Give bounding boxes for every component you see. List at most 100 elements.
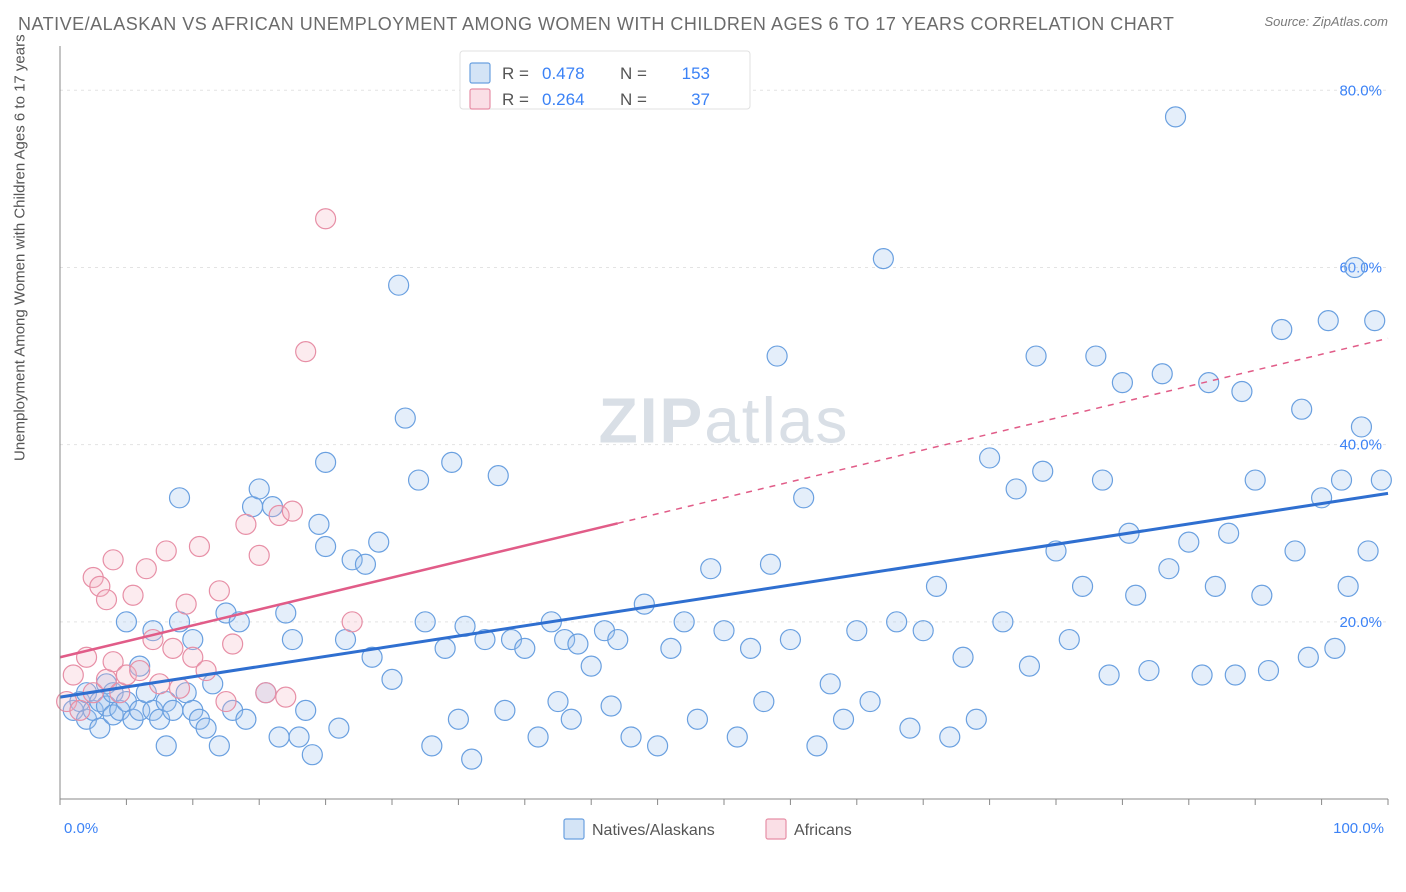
scatter-point (170, 488, 190, 508)
scatter-point (1285, 541, 1305, 561)
scatter-point (196, 661, 216, 681)
scatter-point (913, 621, 933, 641)
scatter-point (1139, 661, 1159, 681)
scatter-point (448, 709, 468, 729)
y-tick-label: 40.0% (1339, 437, 1382, 454)
scatter-point (727, 727, 747, 747)
scatter-point (1318, 311, 1338, 331)
scatter-point (1345, 257, 1365, 277)
scatter-point (249, 545, 269, 565)
scatter-point (1219, 523, 1239, 543)
scatter-point (980, 448, 1000, 468)
x-legend-swatch (564, 819, 584, 839)
scatter-point (966, 709, 986, 729)
scatter-point (993, 612, 1013, 632)
x-legend-label: Natives/Alaskans (592, 822, 715, 839)
scatter-point (256, 683, 276, 703)
legend-r-label: R = (502, 64, 529, 83)
y-tick-label: 20.0% (1339, 614, 1382, 631)
trend-line (60, 493, 1388, 697)
scatter-point (820, 674, 840, 694)
scatter-point (608, 630, 628, 650)
scatter-point (1073, 576, 1093, 596)
scatter-point (601, 696, 621, 716)
scatter-point (422, 736, 442, 756)
scatter-point (415, 612, 435, 632)
watermark: ZIPatlas (599, 385, 850, 457)
legend-swatch (470, 63, 490, 83)
scatter-point (548, 692, 568, 712)
scatter-point (674, 612, 694, 632)
scatter-point (1112, 373, 1132, 393)
scatter-point (1351, 417, 1371, 437)
scatter-point (342, 612, 362, 632)
scatter-point (1292, 399, 1312, 419)
scatter-point (1325, 638, 1345, 658)
scatter-point (316, 537, 336, 557)
scatter-point (860, 692, 880, 712)
scatter-chart: 20.0%40.0%60.0%80.0%ZIPatlas0.0%100.0%R … (0, 41, 1406, 881)
x-tick-label: 100.0% (1333, 820, 1384, 837)
scatter-point (369, 532, 389, 552)
y-axis-label: Unemployment Among Women with Children A… (12, 34, 29, 461)
scatter-point (1205, 576, 1225, 596)
scatter-point (741, 638, 761, 658)
scatter-point (1298, 647, 1318, 667)
scatter-point (442, 452, 462, 472)
scatter-point (488, 466, 508, 486)
scatter-point (767, 346, 787, 366)
scatter-point (216, 692, 236, 712)
scatter-point (63, 665, 83, 685)
scatter-point (661, 638, 681, 658)
scatter-point (236, 514, 256, 534)
scatter-point (1026, 346, 1046, 366)
scatter-point (1332, 470, 1352, 490)
scatter-point (123, 585, 143, 605)
scatter-point (329, 718, 349, 738)
scatter-point (355, 554, 375, 574)
x-tick-label: 0.0% (64, 820, 98, 837)
scatter-point (163, 638, 183, 658)
scatter-point (409, 470, 429, 490)
scatter-point (103, 550, 123, 570)
scatter-point (395, 408, 415, 428)
legend-swatch (470, 89, 490, 109)
scatter-point (336, 630, 356, 650)
scatter-point (1006, 479, 1026, 499)
scatter-point (163, 700, 183, 720)
scatter-point (282, 630, 302, 650)
scatter-point (794, 488, 814, 508)
scatter-point (1179, 532, 1199, 552)
scatter-point (136, 559, 156, 579)
scatter-point (1033, 461, 1053, 481)
scatter-point (249, 479, 269, 499)
chart-title: NATIVE/ALASKAN VS AFRICAN UNEMPLOYMENT A… (18, 14, 1174, 35)
scatter-point (302, 745, 322, 765)
scatter-point (1059, 630, 1079, 650)
scatter-point (926, 576, 946, 596)
scatter-point (634, 594, 654, 614)
scatter-point (316, 452, 336, 472)
scatter-point (807, 736, 827, 756)
scatter-point (1245, 470, 1265, 490)
scatter-point (156, 541, 176, 561)
legend-n-value: 153 (682, 64, 710, 83)
x-legend-label: Africans (794, 822, 852, 839)
legend-n-label: N = (620, 90, 647, 109)
scatter-point (701, 559, 721, 579)
scatter-point (648, 736, 668, 756)
scatter-point (581, 656, 601, 676)
source-label: Source: ZipAtlas.com (1264, 14, 1388, 29)
scatter-point (1192, 665, 1212, 685)
scatter-point (1019, 656, 1039, 676)
scatter-point (568, 634, 588, 654)
scatter-point (1166, 107, 1186, 127)
scatter-point (1365, 311, 1385, 331)
scatter-point (1358, 541, 1378, 561)
scatter-point (687, 709, 707, 729)
scatter-point (309, 514, 329, 534)
scatter-point (515, 638, 535, 658)
scatter-point (70, 700, 90, 720)
scatter-point (296, 342, 316, 362)
legend-r-label: R = (502, 90, 529, 109)
